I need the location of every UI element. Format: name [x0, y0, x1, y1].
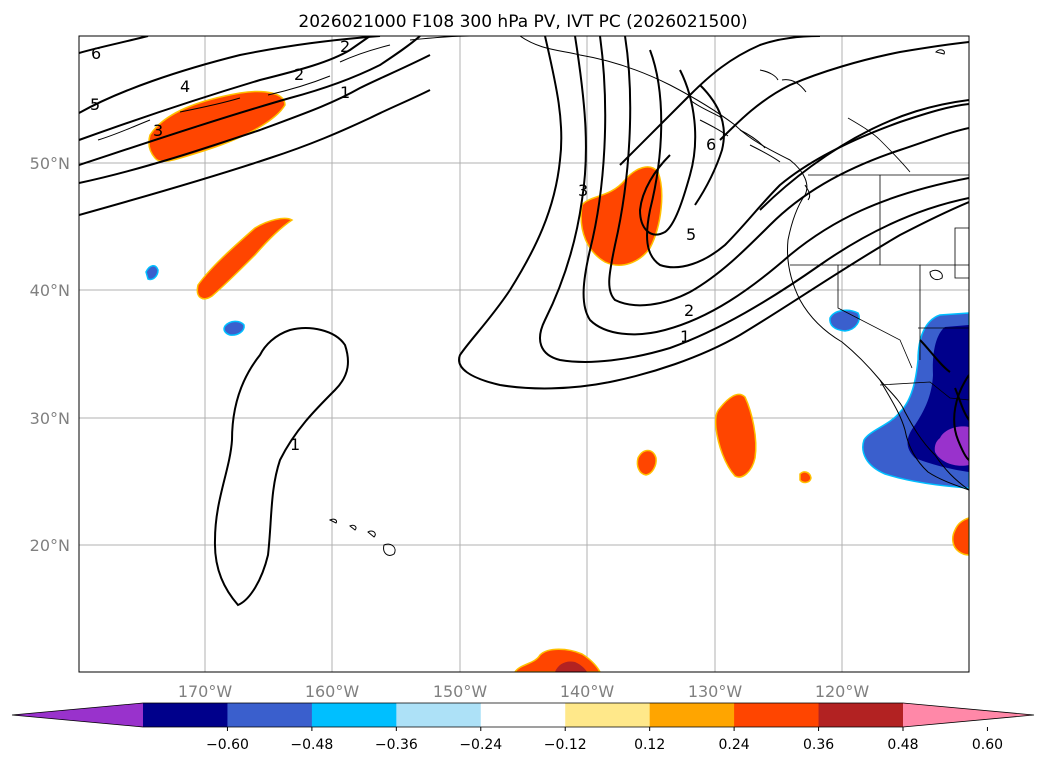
contour-label: 3	[578, 181, 588, 200]
colorbar-tick-label: −0.48	[290, 737, 333, 753]
colorbar-segment	[565, 703, 651, 727]
colorbar-segments	[11, 702, 1035, 728]
contour-label: 2	[340, 37, 350, 56]
colorbar-tick-label: 0.60	[972, 737, 1003, 753]
colorbar-extend-max	[903, 703, 1034, 727]
colorbar-tick-label: −0.12	[544, 737, 587, 753]
colorbar: −0.60 −0.48 −0.36 −0.24 −0.12 0.12 0.24 0.36 0.4…	[11, 702, 1035, 753]
map-area: 6 5 4 2 1 3 2 1 3 6 5 2 1	[78, 35, 970, 673]
colorbar-tick-label: −0.24	[459, 737, 502, 753]
colorbar-segment	[396, 703, 482, 727]
ivt-negative-anomaly-shading	[145, 265, 969, 489]
pv-contours	[79, 36, 969, 607]
longitude-labels: 170°W 160°W 150°W 140°W 130°W 120°W	[178, 682, 870, 701]
colorbar-tick-label: 0.24	[719, 737, 750, 753]
contour-label: 2	[294, 65, 304, 84]
graticule	[79, 36, 969, 672]
contour-label: 3	[153, 121, 163, 140]
lon-label: 140°W	[560, 682, 615, 701]
colorbar-segment	[311, 703, 397, 727]
contour-label: 4	[180, 77, 190, 96]
coastlines	[97, 36, 969, 556]
colorbar-segment	[227, 703, 313, 727]
lat-label: 40°N	[30, 281, 70, 300]
pv-contour-labels: 6 5 4 2 1 3 2 1 3 6 5 2 1	[90, 37, 716, 454]
contour-label: 5	[686, 225, 696, 244]
contour-label: 1	[290, 435, 300, 454]
lat-label: 20°N	[30, 536, 70, 555]
colorbar-tick-label: −0.36	[375, 737, 418, 753]
colorbar-outline	[11, 702, 1035, 728]
lat-label: 50°N	[30, 154, 70, 173]
lon-label: 160°W	[305, 682, 360, 701]
contour-label: 1	[680, 327, 690, 346]
colorbar-segment	[143, 703, 228, 727]
colorbar-segment	[649, 703, 735, 727]
latitude-labels: 50°N 40°N 30°N 20°N	[30, 154, 70, 555]
lon-label: 170°W	[178, 682, 233, 701]
colorbar-extend-min	[12, 703, 143, 727]
colorbar-tick-label: −0.60	[206, 737, 249, 753]
contour-label: 1	[340, 83, 350, 102]
colorbar-segment	[818, 703, 904, 727]
map-frame	[78, 35, 970, 673]
colorbar-ticks: −0.60 −0.48 −0.36 −0.24 −0.12 0.12 0.24 0.36 0.4…	[206, 727, 1003, 753]
map-title: 2026021000 F108 300 hPa PV, IVT PC (2026…	[298, 12, 747, 32]
contour-label: 5	[90, 95, 100, 114]
colorbar-segment	[734, 703, 820, 727]
contour-label: 6	[91, 44, 101, 63]
lon-label: 150°W	[433, 682, 488, 701]
colorbar-tick-label: 0.48	[887, 737, 918, 753]
colorbar-tick-label: 0.12	[634, 737, 665, 753]
contour-label: 6	[706, 135, 716, 154]
lon-label: 120°W	[815, 682, 870, 701]
lon-label: 130°W	[688, 682, 743, 701]
colorbar-segment	[480, 703, 566, 727]
colorbar-tick-label: 0.36	[803, 737, 834, 753]
lat-label: 30°N	[30, 409, 70, 428]
contour-label: 2	[684, 301, 694, 320]
